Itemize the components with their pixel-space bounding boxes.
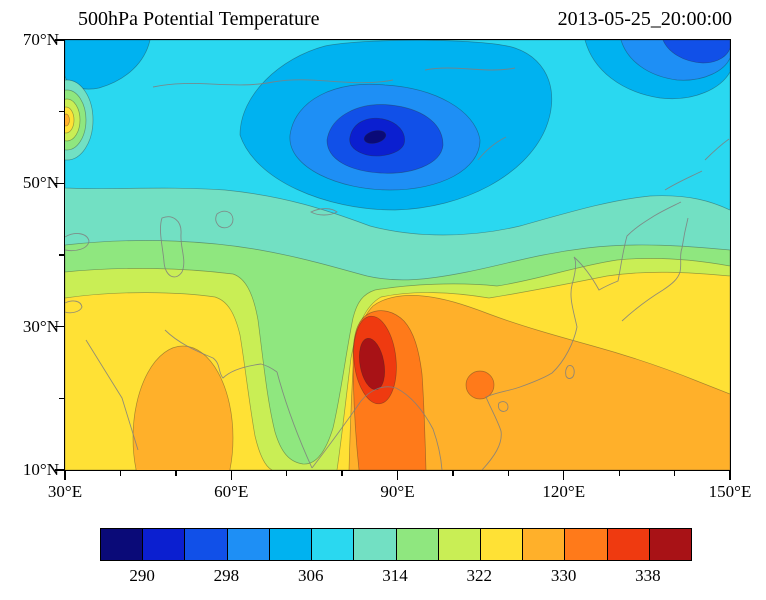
colorbar-segment-290	[142, 529, 185, 560]
colorbar-segment-314	[395, 529, 438, 560]
x-axis-tick	[729, 471, 731, 480]
coast-lake-balkhash	[310, 208, 338, 216]
x-axis-tick-label: 90°E	[380, 482, 415, 501]
coast-japan	[621, 217, 689, 322]
x-axis-tick	[618, 471, 620, 476]
y-axis-tick	[55, 182, 64, 185]
coast-hainan	[497, 401, 509, 412]
coast-arctic-1	[152, 79, 394, 88]
contour-region-326-east	[348, 295, 730, 470]
contour-region-294-northeast	[662, 40, 730, 64]
colorbar-label: 338	[635, 566, 661, 585]
coast-black-sea	[65, 233, 90, 252]
colorbar-segment-298	[226, 529, 269, 560]
x-axis-tick	[64, 471, 66, 480]
y-axis-tick	[59, 254, 64, 256]
x-axis-tick-label: 30°E	[47, 482, 83, 501]
x-axis-tick-label: 120°E	[542, 482, 586, 501]
colorbar-segment-318	[437, 529, 480, 560]
coast-aral-sea	[215, 210, 234, 229]
coast-india-east-bay-of-bengal	[311, 386, 443, 470]
x-axis-tick	[286, 471, 288, 476]
x-axis-tick	[230, 471, 232, 480]
y-axis-tick	[59, 397, 64, 400]
x-axis-tick	[341, 471, 343, 476]
colorbar-segment-338	[648, 529, 692, 560]
colorbar-segment-334	[606, 529, 649, 560]
page-title: 500hPa Potential Temperature	[78, 8, 320, 30]
contour-region-330-spot	[465, 370, 495, 400]
y-axis-tick-label: 50°N	[22, 173, 59, 193]
colorbar-segment-306	[311, 529, 354, 560]
y-axis-tick	[55, 469, 64, 471]
timestamp-label: 2013-05-25_20:00:00	[557, 8, 732, 30]
coast-taiwan	[565, 365, 575, 379]
colorbar-label: 330	[550, 566, 577, 585]
colorbar-segment-310	[353, 529, 396, 560]
colorbar-segment-294	[184, 529, 227, 560]
y-axis-tick	[59, 111, 64, 113]
colorbar-segment-302	[268, 529, 312, 560]
coast-persian-gulf-arabia	[164, 329, 278, 379]
colorbar-label: 314	[382, 566, 408, 585]
colorbar-label: 298	[213, 566, 240, 585]
contour-region-286-core	[363, 130, 387, 144]
colorbar	[100, 528, 692, 561]
coast-okhotsk	[664, 138, 730, 191]
colorbar-segment-286	[101, 529, 143, 560]
contour-fills	[65, 40, 730, 470]
y-axis-tick-label: 70°N	[22, 30, 59, 49]
y-axis-tick-label: 10°N	[22, 460, 59, 479]
contour-region-338	[358, 337, 386, 391]
colorbar-label: 322	[466, 566, 493, 585]
contour-region-326-west	[132, 345, 234, 470]
y-axis-tick-label: 30°N	[22, 316, 59, 336]
colorbar-label: 290	[129, 566, 155, 585]
y-axis-tick	[55, 39, 64, 41]
coast-lake-baikal	[477, 136, 507, 161]
y-axis-tick	[55, 326, 64, 328]
colorbar-segment-322	[479, 529, 523, 560]
coast-mediterranean	[65, 300, 83, 314]
colorbar-segment-326	[522, 529, 565, 560]
coastlines	[65, 67, 730, 470]
colorbar-label: 306	[297, 566, 324, 585]
x-axis-tick	[673, 471, 676, 476]
west-edge-warm-ring-326	[65, 113, 70, 127]
x-axis-tick	[563, 471, 565, 480]
coast-red-sea	[85, 339, 139, 451]
x-axis-tick	[452, 471, 454, 476]
x-axis-tick	[175, 471, 177, 476]
contour-map	[65, 40, 730, 470]
coast-arctic-2	[424, 67, 516, 71]
coast-southeast-east-asia	[481, 201, 682, 470]
x-axis-tick-label: 60°E	[214, 482, 249, 501]
x-axis-tick	[119, 471, 122, 476]
x-axis-tick	[396, 471, 399, 480]
colorbar-segment-330	[564, 529, 607, 560]
coast-caspian-sea	[160, 216, 185, 278]
x-axis-tick	[507, 471, 510, 476]
coast-india-west	[276, 371, 313, 469]
x-axis-tick-label: 150°E	[708, 482, 752, 501]
